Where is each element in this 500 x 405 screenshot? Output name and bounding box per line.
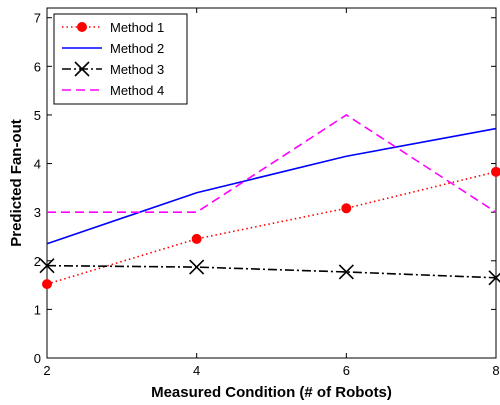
y-tick-label: 1 [34, 302, 41, 317]
series-1-point [191, 233, 202, 244]
series-3-point-stroke-b [39, 258, 55, 274]
series-2 [46, 127, 497, 245]
x-tick-label: 4 [193, 363, 200, 378]
legend: Method 1 Method 2 Method 3 Method 4 [53, 13, 188, 105]
series-3-line [46, 264, 497, 279]
legend-marker-1 [77, 22, 87, 32]
y-tick-label: 2 [34, 254, 41, 269]
tick-labels: 2 4 6 8 0 1 2 3 4 5 6 7 [34, 11, 500, 378]
y-tick-label: 6 [34, 59, 41, 74]
series-3-point [488, 270, 500, 286]
series-4 [47, 113, 497, 213]
series-3-point-stroke-b [488, 272, 500, 286]
legend-marker-3 [74, 61, 90, 77]
y-tick-label: 3 [34, 205, 41, 220]
series-2-line [46, 127, 497, 245]
series-3 [39, 258, 500, 286]
x-tick-label: 2 [43, 363, 50, 378]
legend-marker-3-stroke-b [74, 61, 90, 77]
series-4-line [47, 113, 497, 213]
series-3-point-stroke-b [338, 264, 354, 280]
legend-box [53, 13, 188, 105]
y-axis-title: Predicted Fan-out [8, 119, 25, 247]
series-3-point [189, 259, 205, 275]
series-3-point-stroke-b [189, 259, 205, 275]
x-axis-title: Measured Condition (# of Robots) [151, 384, 392, 401]
legend-label-4: Method 4 [110, 83, 164, 98]
series-group [39, 113, 500, 290]
series-1-point [42, 279, 52, 290]
series-3-point [338, 264, 354, 280]
series-3-point [39, 258, 55, 274]
y-tick-label: 4 [34, 157, 41, 172]
y-tick-label: 7 [34, 11, 41, 26]
y-tick-label: 0 [34, 351, 41, 366]
x-tick-label: 8 [492, 363, 499, 378]
x-tick-label: 6 [343, 363, 350, 378]
y-tick-label: 5 [34, 108, 41, 123]
series-1-point [341, 203, 352, 214]
legend-label-3: Method 3 [110, 62, 164, 77]
legend-label-2: Method 2 [110, 41, 164, 56]
series-1-point [491, 166, 500, 177]
legend-label-1: Method 1 [110, 20, 164, 35]
series-1 [42, 166, 500, 290]
